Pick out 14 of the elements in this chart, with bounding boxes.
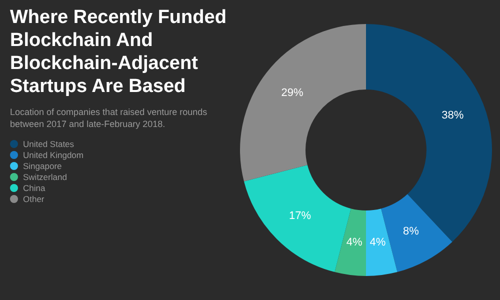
legend-label: United Kingdom <box>23 150 84 160</box>
data-label: 8% <box>402 226 420 238</box>
data-label: 4% <box>370 236 386 249</box>
text: Location of companies that raised venture rounds between 2017 and late-February 2018. <box>10 106 208 130</box>
data-label: 17% <box>289 210 312 222</box>
text: Where Recently Funded Blockchain And Blockchain-Adjacent Startups Are Based <box>10 6 228 98</box>
legend-label: United States <box>23 138 74 148</box>
legend-label: Switzerland <box>23 172 67 182</box>
data-label: 29% <box>281 86 304 99</box>
legend-label: Singapore <box>23 160 62 170</box>
data-label: 4% <box>346 236 362 249</box>
legend-label: China <box>23 182 46 192</box>
legend-label: Other <box>23 194 44 204</box>
data-label: 38% <box>442 110 464 122</box>
